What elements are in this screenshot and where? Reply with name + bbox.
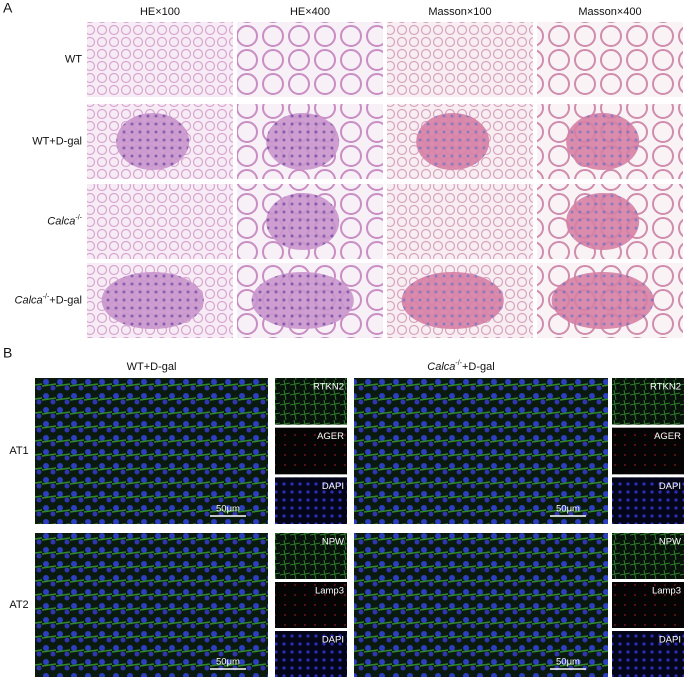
channel-image (612, 378, 684, 425)
histology-image (387, 22, 533, 97)
fluorescence-image (354, 533, 608, 677)
scale-bar-label: 50μm (556, 504, 580, 515)
channel-label: AGER (317, 431, 344, 442)
gene: Calca (427, 361, 455, 373)
tissue-region (416, 113, 490, 170)
column-header: HE×100 (140, 6, 180, 18)
channel-label: RTKN2 (313, 382, 344, 393)
fluorescence-image (35, 378, 268, 524)
tissue-region (251, 272, 354, 329)
histology-image (87, 22, 233, 97)
row-label: AT1 (9, 445, 28, 457)
superscript: -/- (455, 360, 462, 367)
tissue-region (566, 113, 640, 170)
suffix: +D-gal (49, 294, 82, 306)
channel-label: AGER (654, 431, 681, 442)
channel-label: DAPI (322, 481, 344, 492)
tissue-region (566, 193, 640, 250)
channel-image (275, 378, 347, 425)
channel-image (612, 477, 684, 524)
channel-label: DAPI (659, 635, 681, 646)
row-label: AT2 (9, 599, 28, 611)
channel-label: NPW (659, 537, 681, 548)
scale-bar-label: 50μm (216, 657, 240, 668)
label: Calca-/-+D-gal (15, 294, 82, 307)
channel-image (275, 533, 347, 579)
label: WT (65, 53, 82, 65)
tissue-region (116, 193, 190, 250)
column-header: Masson×100 (428, 6, 491, 18)
channel-image (612, 427, 684, 475)
label: WT+D-gal (32, 135, 82, 147)
superscript: -/- (75, 215, 82, 222)
label: WT+D-gal (127, 361, 177, 373)
channel-label: RTKN2 (650, 382, 681, 393)
scale-bar-label: 50μm (216, 504, 240, 515)
gene: Calca (47, 215, 75, 227)
histology-image (237, 22, 383, 97)
channel-image (275, 477, 347, 524)
histology-image (537, 22, 683, 97)
channel-image (275, 631, 347, 677)
channel-label: Lamp3 (315, 586, 344, 597)
channel-image (612, 582, 684, 628)
panel-label: B (3, 345, 12, 361)
tissue-region (101, 272, 204, 329)
label: Calca-/- (47, 215, 82, 228)
tissue-region (116, 113, 190, 170)
label: Calca-/-+D-gal (427, 360, 494, 373)
channel-label: DAPI (659, 481, 681, 492)
channel-label: NPW (322, 537, 344, 548)
column-header: Masson×400 (578, 6, 641, 18)
gene: Calca (15, 294, 43, 306)
tissue-region (266, 113, 340, 170)
tissue-region (551, 272, 654, 329)
panel-label: A (3, 0, 13, 16)
scale-bar-label: 50μm (556, 657, 580, 668)
channel-image (275, 582, 347, 628)
channel-image (612, 631, 684, 677)
channel-label: Lamp3 (652, 586, 681, 597)
tissue-region (401, 272, 504, 329)
fluorescence-image (354, 378, 608, 524)
channel-image (275, 427, 347, 475)
tissue-region (416, 193, 490, 250)
channel-label: DAPI (322, 635, 344, 646)
channel-image (612, 533, 684, 579)
column-header: HE×400 (290, 6, 330, 18)
fluorescence-image (35, 533, 268, 677)
tissue-region (266, 193, 340, 250)
superscript: -/- (43, 294, 50, 301)
suffix: +D-gal (462, 361, 495, 373)
